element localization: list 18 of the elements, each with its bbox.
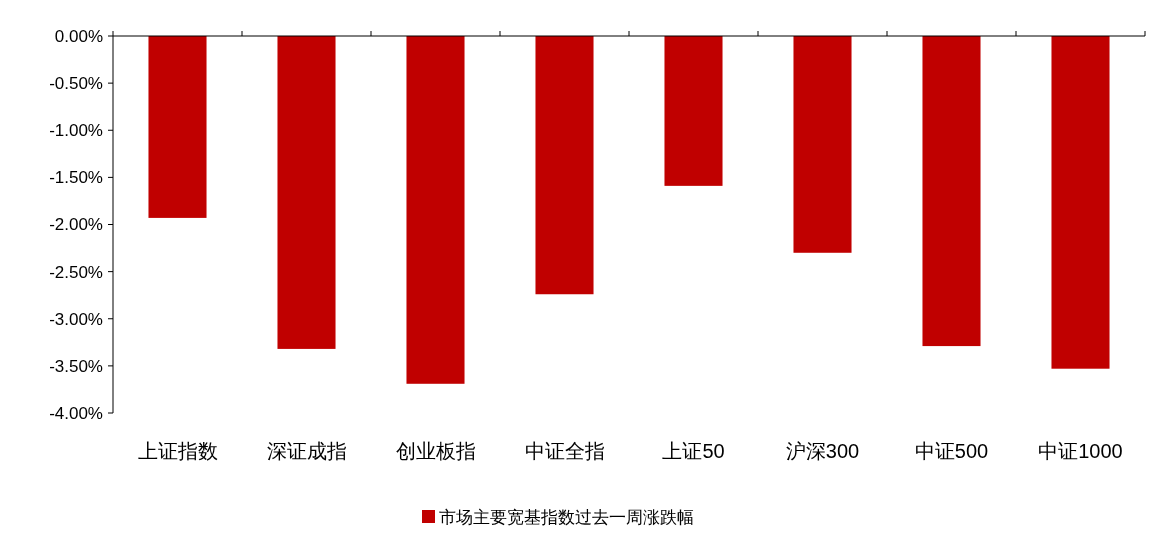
x-tick-label: 上证50	[662, 440, 725, 462]
y-tick-label: -3.00%	[49, 309, 103, 329]
y-tick-label: -1.50%	[49, 168, 103, 188]
x-tick-label: 创业板指	[395, 440, 476, 462]
y-tick-label: -2.00%	[49, 215, 103, 235]
y-tick-label: -3.50%	[49, 356, 103, 376]
x-tick-label: 沪深300	[785, 440, 860, 462]
y-tick-label: -2.50%	[49, 262, 103, 282]
x-tick-label: 上证指数	[137, 440, 218, 462]
legend-label: 市场主要宽基指数过去一周涨跌幅	[439, 507, 694, 527]
y-tick-label: -0.50%	[49, 74, 103, 94]
y-tick-label: 0.00%	[54, 26, 103, 46]
x-tick-label: 中证500	[914, 440, 989, 462]
x-tick-label: 深证成指	[266, 440, 347, 462]
y-tick-label: -1.00%	[49, 121, 103, 141]
x-tick-label: 中证1000	[1038, 440, 1123, 462]
x-tick-label: 中证全指	[524, 440, 605, 462]
y-tick-label: -4.00%	[49, 403, 103, 423]
